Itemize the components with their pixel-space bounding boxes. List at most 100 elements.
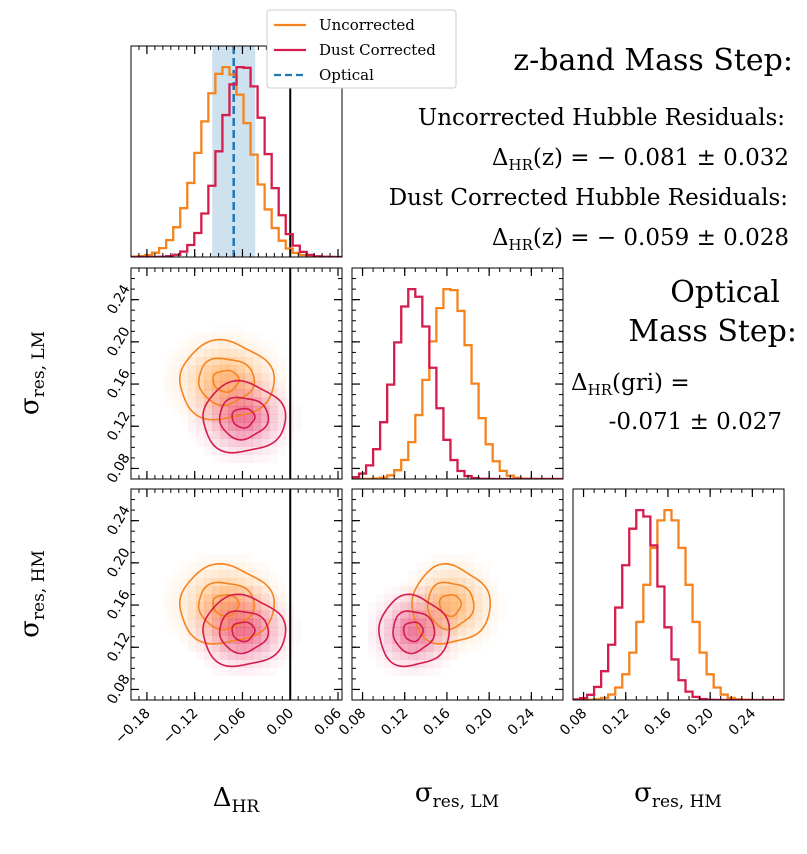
density-cell-uncorrected <box>172 349 180 357</box>
density-cell-uncorrected <box>212 635 221 644</box>
density-cell-uncorrected <box>244 397 254 407</box>
density-cell-uncorrected <box>252 635 262 644</box>
density-cell-dust_corrected <box>293 422 301 430</box>
density-cell-dust_corrected <box>368 626 377 636</box>
density-cell-uncorrected <box>220 325 228 333</box>
density-cell-uncorrected <box>228 332 237 342</box>
density-cell-uncorrected <box>465 626 475 636</box>
density-cell-uncorrected <box>489 602 499 612</box>
density-cell-uncorrected <box>449 594 458 603</box>
density-cell-dust_corrected <box>433 618 442 628</box>
density-cell-dust_corrected <box>268 659 278 668</box>
density-cell-uncorrected <box>236 381 245 391</box>
tick-label-sigma-hm: 0.16 <box>641 705 674 738</box>
density-cell-dust_corrected <box>188 414 196 422</box>
density-cell-dust_corrected <box>212 586 220 594</box>
density-cell-uncorrected <box>252 602 262 612</box>
tick-label-sigma-hm: 0.12 <box>104 630 133 665</box>
density-cell-dust_corrected <box>236 389 245 399</box>
density-cell-dust_corrected <box>269 668 277 676</box>
density-cell-dust_corrected <box>236 602 245 612</box>
density-cell-dust_corrected <box>433 668 441 676</box>
density-cell-dust_corrected <box>244 430 254 439</box>
density-cell-uncorrected <box>268 586 278 595</box>
density-cell-uncorrected <box>449 618 458 628</box>
tick-label-sigma-lm: 0.16 <box>420 705 453 738</box>
density-cell-uncorrected <box>433 562 442 571</box>
density-cell-uncorrected <box>228 586 237 595</box>
density-cell-uncorrected <box>195 397 205 407</box>
density-cell-dust_corrected <box>188 430 196 438</box>
density-cell-uncorrected <box>458 651 466 659</box>
density-cell-dust_corrected <box>196 603 204 611</box>
density-cell-uncorrected <box>163 382 171 390</box>
density-cell-uncorrected <box>195 357 205 366</box>
density-cell-uncorrected <box>171 610 180 620</box>
density-cell-uncorrected <box>457 570 466 579</box>
density-cell-dust_corrected <box>268 389 278 399</box>
density-cell-uncorrected <box>268 626 278 636</box>
density-cell-dust_corrected <box>220 618 229 628</box>
density-cell-uncorrected <box>449 602 458 612</box>
density-cell-uncorrected <box>204 602 213 612</box>
contour-uncorrected <box>411 562 491 645</box>
density-cell-uncorrected <box>260 635 270 644</box>
density-cell-uncorrected <box>473 602 483 612</box>
density-cell-dust_corrected <box>244 643 254 652</box>
density-cell-uncorrected <box>465 562 475 571</box>
density-cell-uncorrected <box>195 562 205 571</box>
density-cell-uncorrected <box>212 389 221 399</box>
density-cell-uncorrected <box>204 381 213 391</box>
density-cell-dust_corrected <box>188 619 196 627</box>
density-cell-uncorrected <box>425 554 433 562</box>
density-cell-uncorrected <box>473 586 483 595</box>
density-cell-dust_corrected <box>400 667 410 676</box>
density-cell-uncorrected <box>457 626 466 636</box>
density-cell-dust_corrected <box>392 635 401 644</box>
density-cell-dust_corrected <box>244 594 254 603</box>
density-cell-dust_corrected <box>433 659 442 668</box>
density-cell-uncorrected <box>465 643 475 652</box>
z-band-title: z-band Mass Step: <box>513 43 793 78</box>
density-cell-dust_corrected <box>260 389 270 399</box>
density-cell-uncorrected <box>481 578 491 587</box>
density-cell-uncorrected <box>244 373 254 382</box>
density-cell-dust_corrected <box>236 643 245 652</box>
density-cell-dust_corrected <box>277 389 286 399</box>
density-cell-uncorrected <box>236 332 245 342</box>
density-cell-uncorrected <box>244 643 254 652</box>
density-cell-uncorrected <box>187 381 197 391</box>
density-cell-uncorrected <box>268 618 278 628</box>
density-cell-uncorrected <box>204 594 213 603</box>
density-cell-uncorrected <box>187 635 197 644</box>
density-cell-dust_corrected <box>425 635 434 644</box>
density-cell-uncorrected <box>220 365 229 374</box>
density-cell-uncorrected <box>196 333 204 341</box>
density-cell-uncorrected <box>268 602 278 612</box>
density-cell-dust_corrected <box>368 635 377 644</box>
density-cell-dust_corrected <box>384 610 393 620</box>
density-cell-uncorrected <box>212 325 220 333</box>
density-cell-uncorrected <box>457 586 466 595</box>
density-cell-dust_corrected <box>220 667 229 676</box>
density-cell-uncorrected <box>458 554 466 562</box>
density-cell-uncorrected <box>416 570 426 579</box>
density-cell-uncorrected <box>433 610 442 620</box>
density-cell-dust_corrected <box>293 635 301 643</box>
uncorrected-heading: Uncorrected Hubble Residuals: <box>418 105 785 131</box>
density-cell-uncorrected <box>212 365 221 374</box>
density-cell-uncorrected <box>449 635 458 644</box>
density-cell-dust_corrected <box>236 610 245 620</box>
density-cell-uncorrected <box>179 610 189 620</box>
density-cell-dust_corrected <box>195 643 205 652</box>
tick-label-sigma-lm: 0.08 <box>336 706 369 739</box>
density-cell-dust_corrected <box>204 438 213 447</box>
density-cell-dust_corrected <box>228 438 237 447</box>
density-cell-uncorrected <box>179 357 189 366</box>
density-cell-uncorrected <box>416 586 426 595</box>
density-cell-dust_corrected <box>252 667 262 676</box>
density-cell-uncorrected <box>260 405 270 415</box>
tick-label-sigma-lm: 0.20 <box>104 324 133 359</box>
density-cell-dust_corrected <box>384 586 392 594</box>
density-cell-uncorrected <box>180 562 188 570</box>
